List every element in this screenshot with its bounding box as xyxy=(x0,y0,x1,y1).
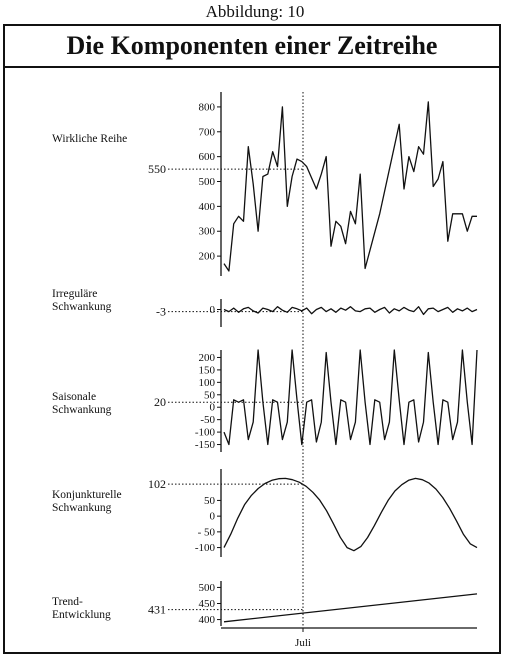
konjunktur-tick-label: -100 xyxy=(195,542,216,554)
figure-heading: Abbildung: 10 xyxy=(205,2,305,21)
irregulaer-reference-label: -3 xyxy=(156,305,166,319)
trend-tick-label: 400 xyxy=(199,614,216,626)
wirkliche-tick-label: 500 xyxy=(199,176,216,188)
saisonal-series-line xyxy=(223,349,478,446)
konjunktur-panel-label: Schwankung xyxy=(52,502,112,514)
saisonal-tick-label: 150 xyxy=(199,364,216,376)
trend-panel-label: Entwicklung xyxy=(52,609,111,621)
wirkliche-series-line xyxy=(223,101,477,272)
wirkliche-tick-label: 800 xyxy=(199,101,216,113)
wirkliche-panel-label: Wirkliche Reihe xyxy=(52,133,127,145)
konjunktur-series-line xyxy=(223,477,478,552)
saisonal-panel-label: Saisonale xyxy=(52,391,96,403)
x-marker-label: Juli xyxy=(295,637,311,649)
trend-panel-label: Trend- xyxy=(52,596,83,608)
chart-frame: Die Komponenten einer Zeitreihe xyxy=(3,24,501,654)
wirkliche-tick-label: 400 xyxy=(199,201,216,213)
wirkliche-tick-label: 200 xyxy=(199,251,216,263)
konjunktur-panel-label: Konjunkturelle xyxy=(52,489,122,501)
trend-series-line xyxy=(223,593,478,623)
saisonal-reference-label: 20 xyxy=(154,395,166,409)
konjunktur-tick-label: - 50 xyxy=(198,526,216,538)
trend-reference-label: 431 xyxy=(148,603,166,617)
saisonal-tick-label: -150 xyxy=(195,439,216,451)
saisonal-tick-label: 200 xyxy=(199,352,216,364)
konjunktur-tick-label: 50 xyxy=(204,495,216,507)
trend-tick-label: 450 xyxy=(199,598,216,610)
konjunktur-tick-label: 0 xyxy=(210,511,216,523)
wirkliche-tick-label: 600 xyxy=(199,151,216,163)
saisonal-panel-label: Schwankung xyxy=(52,404,112,416)
saisonal-tick-label: 100 xyxy=(199,377,216,389)
trend-tick-label: 500 xyxy=(199,582,216,594)
saisonal-tick-label: -100 xyxy=(195,427,216,439)
irregulaer-panel-label: Schwankung xyxy=(52,301,112,313)
chart-title: Die Komponenten einer Zeitreihe xyxy=(5,26,499,68)
wirkliche-tick-label: 300 xyxy=(199,226,216,238)
konjunktur-reference-label: 102 xyxy=(148,477,166,491)
wirkliche-reference-label: 550 xyxy=(148,162,166,176)
saisonal-tick-label: 50 xyxy=(204,389,216,401)
saisonal-tick-label: -50 xyxy=(200,414,215,426)
wirkliche-tick-label: 700 xyxy=(199,126,216,138)
saisonal-tick-label: 0 xyxy=(210,402,216,414)
irregulaer-panel-label: Irreguläre xyxy=(52,288,97,300)
irregulaer-series-line xyxy=(223,306,478,316)
irregulaer-tick-label: 0 xyxy=(210,304,216,316)
